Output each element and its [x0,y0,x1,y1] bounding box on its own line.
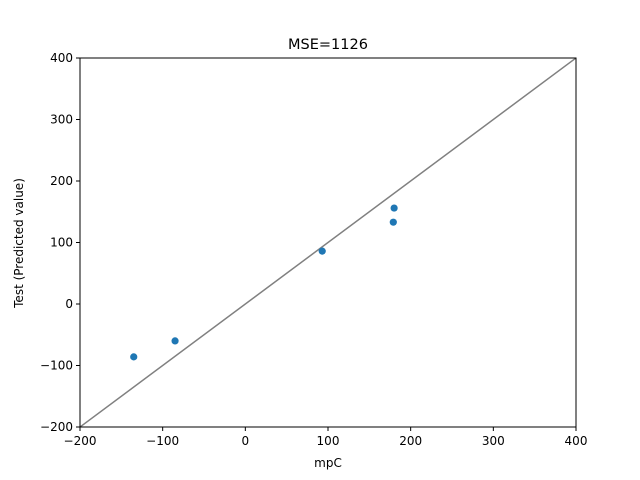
y-tick-label: 0 [65,297,73,311]
y-tick-label: −200 [40,420,73,434]
plot-contents [80,58,576,427]
x-tick-label: −100 [146,434,179,448]
x-tick-label: 100 [317,434,340,448]
data-point [171,337,179,345]
plot-area: −200 −100 0 100 200 300 400 −200 −100 0 100 200 300 4… [40,51,587,448]
x-tick-label: 400 [565,434,588,448]
data-point [130,353,138,361]
x-axis-label: mpC [314,456,342,470]
chart-title: MSE=1126 [288,37,368,53]
y-axis-label: Test (Predicted value) [12,178,26,309]
x-tick-label: −200 [64,434,97,448]
y-tick-label: 100 [50,236,73,250]
y-tick-label: 200 [50,174,73,188]
data-point [390,204,398,212]
x-tick-label: 200 [399,434,422,448]
y-tick-label: −100 [40,359,73,373]
x-tick-label: 0 [242,434,250,448]
data-point [389,218,397,226]
x-tick-label: 300 [482,434,505,448]
data-point [318,247,326,255]
identity-line [80,58,576,427]
y-tick-label: 400 [50,51,73,65]
y-tick-label: 300 [50,113,73,127]
